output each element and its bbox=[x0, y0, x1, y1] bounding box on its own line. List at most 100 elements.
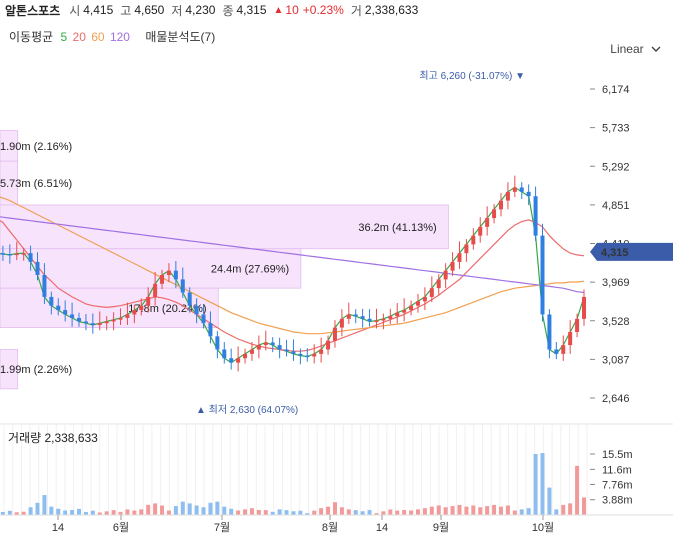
volume-bar bbox=[443, 507, 448, 515]
volume-bar bbox=[222, 506, 227, 515]
volume-bar bbox=[326, 506, 331, 515]
close-value: 4,315 bbox=[236, 3, 267, 17]
time-tick-label: 10월 bbox=[532, 521, 554, 534]
volume-bar bbox=[83, 511, 88, 515]
ma-5: 5 bbox=[60, 30, 68, 44]
volume-bar bbox=[284, 510, 289, 515]
candle-body bbox=[485, 218, 490, 227]
candle-body bbox=[83, 321, 88, 324]
volume-bar bbox=[547, 487, 552, 515]
volume-bar bbox=[485, 506, 490, 515]
volume-bar bbox=[505, 505, 510, 515]
volume-bar bbox=[409, 510, 414, 515]
volume-value: 2,338,633 bbox=[364, 3, 419, 17]
candle-body bbox=[194, 305, 199, 315]
candle-body bbox=[118, 317, 123, 320]
volume-bar bbox=[77, 508, 82, 515]
candle-body bbox=[422, 296, 427, 302]
close-label: 종 bbox=[222, 3, 234, 18]
volume-bar bbox=[111, 510, 116, 515]
volume-bar bbox=[118, 511, 123, 515]
volume-bar bbox=[90, 510, 95, 515]
candle-body bbox=[388, 316, 393, 319]
volume-bar bbox=[332, 502, 337, 515]
moving-average-lines bbox=[0, 186, 585, 364]
candle-body bbox=[415, 301, 420, 306]
price-axis: 6,174 5,733 5,292 4,851 4,410 3,969 3,528 3,087… bbox=[590, 84, 673, 405]
volume-bar bbox=[277, 509, 282, 515]
candle-body bbox=[166, 270, 171, 276]
candle-body bbox=[339, 318, 344, 328]
volume-bar bbox=[256, 509, 261, 515]
volume-bar bbox=[201, 507, 206, 515]
chevron-down-icon bbox=[651, 46, 661, 52]
ma-line-120 bbox=[0, 216, 585, 294]
ma-line-60 bbox=[0, 196, 585, 335]
candle-body bbox=[561, 345, 566, 354]
candle-body bbox=[180, 279, 185, 293]
volume-bar bbox=[236, 510, 241, 515]
volume-profile-toggle[interactable]: 매물분석도(7) bbox=[145, 30, 216, 44]
volume-bar bbox=[298, 510, 303, 515]
price-tick-label: 3,969 bbox=[602, 277, 630, 289]
candle-body bbox=[139, 305, 144, 311]
candle-body bbox=[104, 321, 109, 324]
volume-profile-label: 1.99m (2.26%) bbox=[0, 364, 72, 376]
volume-bar bbox=[478, 507, 483, 515]
low-value: 4,230 bbox=[185, 3, 216, 17]
change-value: 10 bbox=[285, 3, 299, 17]
volume-bar bbox=[519, 509, 524, 515]
candle-body bbox=[526, 191, 531, 197]
candle-body bbox=[319, 349, 324, 354]
time-tick-label: 14 bbox=[376, 522, 388, 534]
candle-body bbox=[374, 320, 379, 323]
candle-body bbox=[125, 314, 130, 318]
candle-body bbox=[464, 244, 469, 254]
volume-bar bbox=[457, 504, 462, 515]
candle-body bbox=[505, 191, 510, 201]
candle-body bbox=[146, 296, 151, 306]
volume-bar bbox=[305, 513, 310, 515]
scale-toggle[interactable]: Linear bbox=[610, 42, 661, 56]
open-value: 4,415 bbox=[83, 3, 114, 17]
scale-label: Linear bbox=[610, 42, 644, 56]
candle-body bbox=[187, 292, 192, 306]
volume-bar bbox=[132, 510, 137, 515]
ma-120: 120 bbox=[109, 30, 130, 44]
volume-profile-label: 5.73m (6.51%) bbox=[0, 178, 72, 190]
candle-body bbox=[35, 261, 40, 276]
candle-body bbox=[90, 323, 95, 325]
candle-body bbox=[160, 275, 165, 284]
volume-bar bbox=[180, 501, 185, 515]
volume-bar bbox=[367, 510, 372, 515]
volume-bar bbox=[471, 505, 476, 515]
volume-bar bbox=[353, 510, 358, 515]
volume-bar bbox=[270, 511, 275, 515]
volume-profile-band bbox=[0, 248, 302, 289]
volume-bar bbox=[526, 508, 531, 515]
volume-bars bbox=[0, 453, 586, 515]
volume-bar bbox=[422, 508, 427, 515]
candle-body bbox=[28, 253, 33, 262]
candle-body bbox=[547, 314, 552, 350]
volume-bar bbox=[263, 510, 268, 515]
volume-bar bbox=[70, 510, 75, 515]
current-price-label: 4,315 bbox=[601, 247, 629, 259]
candle-body bbox=[277, 345, 282, 350]
candle-body bbox=[519, 187, 524, 192]
volume-bar bbox=[402, 510, 407, 515]
low-marker-label: ▲ 최저 2,630 (64.07%) bbox=[196, 404, 298, 416]
volume-bar bbox=[160, 505, 165, 515]
candles bbox=[0, 175, 586, 372]
high-value: 4,650 bbox=[134, 3, 165, 17]
volume-bar bbox=[388, 509, 393, 515]
candle-body bbox=[256, 345, 261, 350]
price-tick-label: 4,410 bbox=[602, 239, 630, 251]
volume-bar bbox=[319, 508, 324, 515]
volume-bar bbox=[7, 510, 12, 515]
candle-body bbox=[533, 196, 538, 236]
moving-average-legend[interactable]: 이동평균 5 20 60 120 매물분석도(7) bbox=[9, 28, 219, 45]
candle-body bbox=[153, 283, 158, 297]
volume-profile-label: 36.2m (41.13%) bbox=[358, 222, 436, 234]
